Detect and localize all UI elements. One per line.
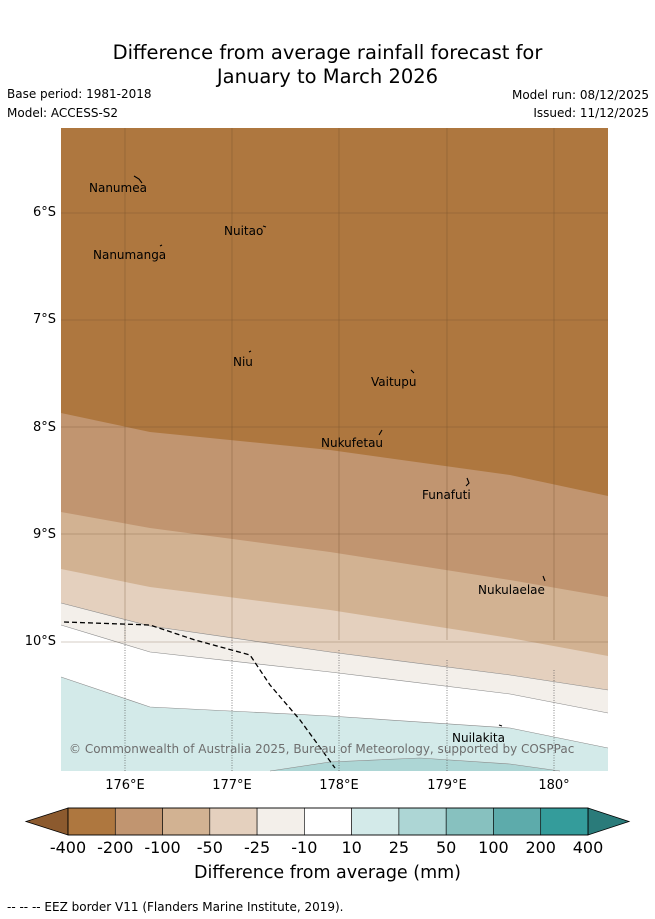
colorbar-segment <box>493 807 542 836</box>
colorbar-segment <box>540 807 589 836</box>
place-nukufetau: Nukufetau <box>321 436 384 450</box>
contour-lines <box>60 602 609 772</box>
colorbar-segment <box>398 807 447 836</box>
colorbar-tick-label: -25 <box>244 838 271 857</box>
colorbar-segment <box>114 807 163 836</box>
model-name: Model: ACCESS-S2 <box>7 106 119 120</box>
colorbar-tick-label: -400 <box>49 838 87 857</box>
colorbar-tick-label: -100 <box>144 838 181 857</box>
place-funafuti: Funafuti <box>422 488 471 502</box>
colorbar-segment <box>445 807 494 836</box>
colorbar-tick-label: 100 <box>478 838 509 857</box>
colorbar-tick-label: -200 <box>97 838 134 857</box>
lat-label-7s: 7°S <box>32 312 56 327</box>
lon-label-176e: 176°E <box>105 778 145 793</box>
eez-border <box>63 621 336 769</box>
colorbar-tick-label: 400 <box>572 838 604 857</box>
lat-label-8s: 8°S <box>32 420 56 435</box>
lon-label-178e: 178°E <box>319 778 359 793</box>
lat-label-10s: 10°S <box>24 634 56 649</box>
colorbar-tick-label: -50 <box>196 838 223 857</box>
colorbar-tick-label: 200 <box>525 838 556 857</box>
place-nuilakita: Nuilakita <box>452 731 505 745</box>
colorbar-tick-label: 25 <box>388 838 410 857</box>
base-period: Base period: 1981-2018 <box>7 87 152 101</box>
lon-label-177e: 177°E <box>212 778 252 793</box>
colorbar-segment <box>256 807 305 836</box>
colorbar <box>24 807 631 836</box>
band-plus-10-to-25 <box>61 677 608 771</box>
island-marks <box>133 175 546 727</box>
colorbar-segment <box>209 807 258 836</box>
copyright-notice: © Commonwealth of Australia 2025, Bureau… <box>69 742 575 756</box>
issued-date: Issued: 11/12/2025 <box>533 106 649 120</box>
colorbar-segment <box>162 807 211 836</box>
colorbar-extend-high <box>587 807 631 836</box>
place-niu: Niu <box>233 355 253 369</box>
map-title: Difference from average rainfall forecas… <box>0 41 655 89</box>
colorbar-label: Difference from average (mm) <box>193 863 462 883</box>
lon-label-179e: 179°E <box>427 778 467 793</box>
model-run: Model run: 08/12/2025 <box>511 88 649 102</box>
colorbar-frame <box>67 807 589 836</box>
colorbar-tick-label: 10 <box>341 838 362 857</box>
colorbar-tick-label: 50 <box>435 838 457 857</box>
colorbar-extend-low <box>24 807 69 836</box>
colorbar-tick-label: -10 <box>291 838 318 857</box>
colorbar-segment <box>67 807 116 836</box>
graticule-top <box>61 128 608 643</box>
title-line-1: Difference from average rainfall forecas… <box>112 41 543 64</box>
colorbar-segment <box>304 807 352 836</box>
colorbar-segment <box>351 807 400 836</box>
graticule-bottom <box>124 620 555 771</box>
place-nanumea: Nanumea <box>89 181 147 195</box>
lat-label-9s: 9°S <box>32 527 56 542</box>
title-line-2: January to March 2026 <box>216 65 439 88</box>
place-nanumanga: Nanumanga <box>93 248 167 262</box>
lat-label-6s: 6°S <box>32 205 56 220</box>
place-nuitao: Nuitao <box>224 224 264 238</box>
place-vaitupu: Vaitupu <box>371 375 417 389</box>
band-plus-25-to-50 <box>270 758 560 771</box>
eez-footnote: -- -- -- EEZ border V11 (Flanders Marine… <box>7 900 344 914</box>
lon-label-180: 180° <box>538 778 570 793</box>
place-nukulaelae: Nukulaelae <box>478 583 545 597</box>
